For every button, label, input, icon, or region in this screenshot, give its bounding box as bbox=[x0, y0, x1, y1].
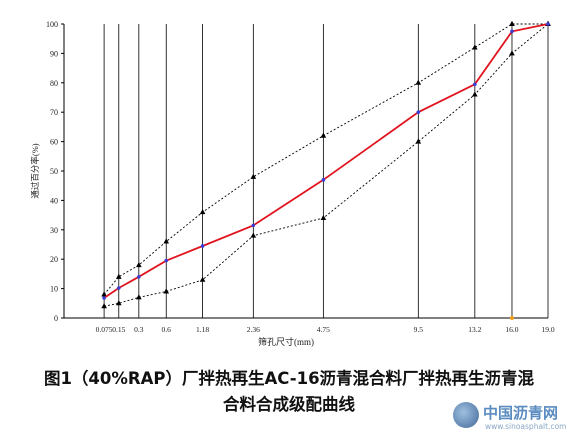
upper-limit-point bbox=[115, 273, 122, 279]
y-tick-label: 60 bbox=[50, 138, 58, 147]
x-tick-label: 13.2 bbox=[468, 325, 481, 334]
x-axis-highlight-dot bbox=[509, 316, 514, 320]
synthetic-gradation-line bbox=[103, 23, 549, 299]
synthetic-gradation-point bbox=[321, 178, 326, 182]
watermark-url: www.sinoasphalt.com bbox=[485, 422, 567, 431]
y-tick-label: 100 bbox=[46, 20, 58, 29]
lower-limit-point bbox=[320, 214, 327, 221]
y-tick-label: 20 bbox=[50, 255, 58, 264]
lower-limit-point bbox=[415, 138, 422, 144]
upper-limit-point bbox=[320, 132, 327, 138]
y-tick-label: 50 bbox=[50, 167, 58, 176]
y-axis-title-group: 通过百分率(%) bbox=[30, 143, 40, 198]
lower-limit-point bbox=[115, 300, 122, 306]
lower-limit-point bbox=[250, 232, 257, 238]
synthetic-gradation-point bbox=[251, 223, 256, 228]
y-tick-label: 80 bbox=[50, 79, 58, 88]
upper-limit-point bbox=[509, 20, 515, 26]
caption-line-2: 合料合成级配曲线 bbox=[223, 395, 355, 414]
watermark-title: 中国沥青网 bbox=[483, 404, 559, 422]
y-tick-label: 10 bbox=[50, 285, 58, 294]
x-tick-label: 9.5 bbox=[414, 325, 424, 334]
lower-limit-point bbox=[163, 288, 170, 294]
gradation-chart: 0 10 20 30 40 50 60 70 80 90 100 0.075 0.15 0.3 0.6 1.1… bbox=[30, 20, 555, 347]
lower-limit-point bbox=[136, 294, 142, 300]
x-tick-label: 1.18 bbox=[196, 325, 209, 334]
x-axis-title: 筛孔尺寸(mm) bbox=[258, 336, 314, 347]
synthetic-gradation-point bbox=[546, 22, 550, 26]
synthetic-gradation-point bbox=[416, 110, 421, 114]
x-tick-label: 0.075 bbox=[96, 325, 113, 334]
x-tick-label: 16.0 bbox=[505, 325, 518, 334]
x-tick-label: 0.6 bbox=[162, 325, 172, 334]
lower-limit-line bbox=[104, 23, 549, 307]
y-tick-label: 90 bbox=[50, 49, 58, 58]
synthetic-gradation-point bbox=[510, 29, 514, 34]
sinoasphalt-logo-icon bbox=[453, 402, 479, 428]
upper-limit-point bbox=[136, 261, 142, 268]
y-axis-title: 通过百分率(%) bbox=[30, 143, 40, 198]
y-tick-label: 0 bbox=[54, 314, 58, 323]
series-layer bbox=[101, 20, 551, 309]
y-tick-label: 30 bbox=[50, 226, 58, 235]
x-tick-label: 0.3 bbox=[134, 325, 144, 334]
upper-limit-point bbox=[250, 173, 257, 179]
axes-layer bbox=[61, 23, 548, 320]
x-tick-label: 2.36 bbox=[247, 325, 260, 334]
grid-layer bbox=[103, 24, 549, 318]
lower-limit-point bbox=[472, 91, 478, 97]
synthetic-gradation-point bbox=[137, 275, 141, 279]
labels-layer: 0 10 20 30 40 50 60 70 80 90 100 0.075 0.15 0.3 0.6 1.1… bbox=[30, 20, 555, 347]
y-tick-label: 40 bbox=[50, 196, 58, 205]
synthetic-gradation-point bbox=[116, 286, 121, 290]
upper-limit-point bbox=[472, 44, 478, 50]
upper-limit-point bbox=[199, 208, 206, 215]
upper-limit-point bbox=[163, 238, 170, 244]
lower-limit-point bbox=[509, 50, 515, 56]
synthetic-gradation-point bbox=[164, 258, 169, 263]
synthetic-gradation-point bbox=[102, 296, 106, 300]
caption-line-1: 图1（40%RAP）厂拌热再生AC-16沥青混合料厂拌热再生沥青混 bbox=[43, 369, 535, 388]
watermark: 中国沥青网 www.sinoasphalt.com bbox=[453, 398, 573, 438]
y-tick-label: 70 bbox=[50, 108, 58, 117]
x-tick-label: 19.0 bbox=[541, 325, 554, 334]
figure-caption: 图1（40%RAP）厂拌热再生AC-16沥青混合料厂拌热再生沥青混 合料合成级配… bbox=[10, 366, 568, 418]
upper-limit-point bbox=[101, 291, 107, 297]
synthetic-gradation-point bbox=[473, 82, 477, 87]
synthetic-gradation-point bbox=[200, 244, 205, 248]
lower-limit-point bbox=[101, 303, 107, 309]
x-tick-label: 4.75 bbox=[317, 325, 330, 334]
lower-limit-point bbox=[199, 276, 206, 282]
x-tick-label: 0.15 bbox=[112, 325, 125, 334]
upper-limit-line bbox=[103, 23, 548, 295]
upper-limit-point bbox=[415, 79, 422, 85]
